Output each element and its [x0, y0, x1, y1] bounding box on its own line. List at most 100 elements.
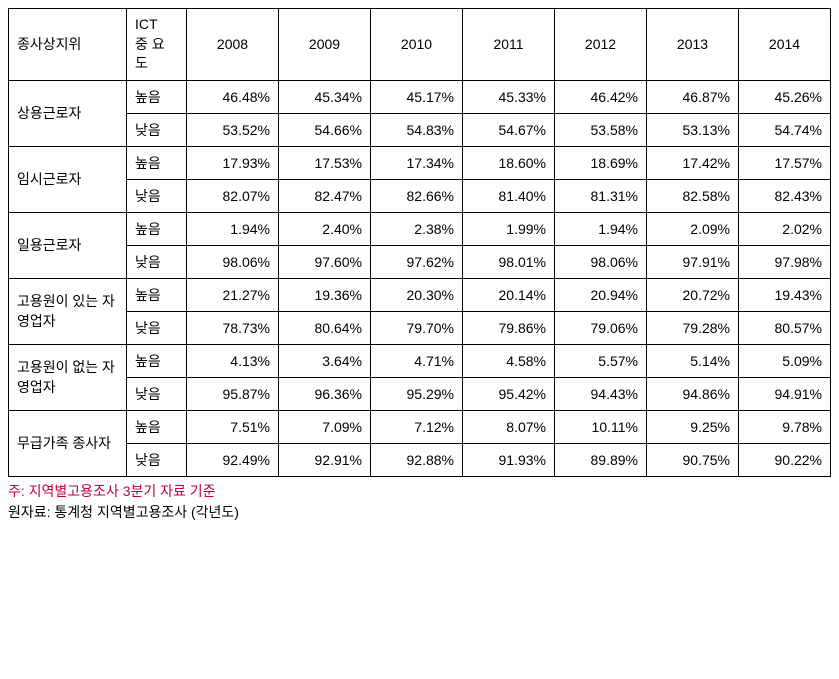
value-cell: 5.14%	[647, 344, 739, 377]
value-cell: 17.42%	[647, 146, 739, 179]
value-cell: 2.09%	[647, 212, 739, 245]
value-cell: 95.42%	[463, 377, 555, 410]
value-cell: 89.89%	[555, 443, 647, 476]
ict-cell: 낮음	[127, 443, 187, 476]
ict-cell: 낮음	[127, 179, 187, 212]
value-cell: 21.27%	[187, 278, 279, 311]
value-cell: 17.53%	[279, 146, 371, 179]
value-cell: 90.22%	[739, 443, 831, 476]
value-cell: 17.93%	[187, 146, 279, 179]
data-table: 종사상지위 ICT 중 요 도 2008 2009 2010 2011 2012…	[8, 8, 831, 477]
value-cell: 8.07%	[463, 410, 555, 443]
value-cell: 1.94%	[555, 212, 647, 245]
ict-cell: 낮음	[127, 377, 187, 410]
value-cell: 18.60%	[463, 146, 555, 179]
table-row: 낮음78.73%80.64%79.70%79.86%79.06%79.28%80…	[9, 311, 831, 344]
value-cell: 7.12%	[371, 410, 463, 443]
value-cell: 90.75%	[647, 443, 739, 476]
value-cell: 20.72%	[647, 278, 739, 311]
value-cell: 2.02%	[739, 212, 831, 245]
header-year: 2012	[555, 9, 647, 81]
category-cell: 고용원이 없는 자영업자	[9, 344, 127, 410]
value-cell: 79.28%	[647, 311, 739, 344]
table-row: 낮음53.52%54.66%54.83%54.67%53.58%53.13%54…	[9, 113, 831, 146]
value-cell: 78.73%	[187, 311, 279, 344]
ict-cell: 낮음	[127, 113, 187, 146]
note-line-1: 주: 지역별고용조사 3분기 자료 기준	[8, 481, 831, 502]
header-year: 2009	[279, 9, 371, 81]
table-row: 무급가족 종사자높음7.51%7.09%7.12%8.07%10.11%9.25…	[9, 410, 831, 443]
value-cell: 46.42%	[555, 80, 647, 113]
value-cell: 45.26%	[739, 80, 831, 113]
category-cell: 고용원이 있는 자영업자	[9, 278, 127, 344]
value-cell: 20.94%	[555, 278, 647, 311]
table-row: 임시근로자높음17.93%17.53%17.34%18.60%18.69%17.…	[9, 146, 831, 179]
category-cell: 일용근로자	[9, 212, 127, 278]
ict-cell: 높음	[127, 410, 187, 443]
value-cell: 17.57%	[739, 146, 831, 179]
table-row: 상용근로자높음46.48%45.34%45.17%45.33%46.42%46.…	[9, 80, 831, 113]
value-cell: 9.25%	[647, 410, 739, 443]
value-cell: 45.33%	[463, 80, 555, 113]
value-cell: 53.52%	[187, 113, 279, 146]
header-year: 2008	[187, 9, 279, 81]
value-cell: 92.91%	[279, 443, 371, 476]
value-cell: 46.48%	[187, 80, 279, 113]
value-cell: 53.58%	[555, 113, 647, 146]
value-cell: 79.70%	[371, 311, 463, 344]
value-cell: 92.88%	[371, 443, 463, 476]
ict-cell: 높음	[127, 212, 187, 245]
value-cell: 4.58%	[463, 344, 555, 377]
value-cell: 82.43%	[739, 179, 831, 212]
value-cell: 97.91%	[647, 245, 739, 278]
value-cell: 17.34%	[371, 146, 463, 179]
table-row: 낮음95.87%96.36%95.29%95.42%94.43%94.86%94…	[9, 377, 831, 410]
value-cell: 1.99%	[463, 212, 555, 245]
value-cell: 96.36%	[279, 377, 371, 410]
category-cell: 상용근로자	[9, 80, 127, 146]
value-cell: 95.29%	[371, 377, 463, 410]
note-line-2: 원자료: 통계청 지역별고용조사 (각년도)	[8, 502, 831, 523]
value-cell: 82.58%	[647, 179, 739, 212]
value-cell: 3.64%	[279, 344, 371, 377]
value-cell: 54.66%	[279, 113, 371, 146]
value-cell: 94.43%	[555, 377, 647, 410]
value-cell: 7.51%	[187, 410, 279, 443]
category-cell: 임시근로자	[9, 146, 127, 212]
value-cell: 54.67%	[463, 113, 555, 146]
value-cell: 54.83%	[371, 113, 463, 146]
table-row: 낮음98.06%97.60%97.62%98.01%98.06%97.91%97…	[9, 245, 831, 278]
value-cell: 92.49%	[187, 443, 279, 476]
table-row: 낮음82.07%82.47%82.66%81.40%81.31%82.58%82…	[9, 179, 831, 212]
table-row: 고용원이 있는 자영업자높음21.27%19.36%20.30%20.14%20…	[9, 278, 831, 311]
value-cell: 94.86%	[647, 377, 739, 410]
value-cell: 95.87%	[187, 377, 279, 410]
table-row: 낮음92.49%92.91%92.88%91.93%89.89%90.75%90…	[9, 443, 831, 476]
value-cell: 2.38%	[371, 212, 463, 245]
value-cell: 5.57%	[555, 344, 647, 377]
value-cell: 98.06%	[555, 245, 647, 278]
value-cell: 9.78%	[739, 410, 831, 443]
header-row: 종사상지위 ICT 중 요 도 2008 2009 2010 2011 2012…	[9, 9, 831, 81]
header-category: 종사상지위	[9, 9, 127, 81]
value-cell: 79.06%	[555, 311, 647, 344]
value-cell: 82.07%	[187, 179, 279, 212]
table-notes: 주: 지역별고용조사 3분기 자료 기준 원자료: 통계청 지역별고용조사 (각…	[8, 481, 831, 523]
value-cell: 5.09%	[739, 344, 831, 377]
value-cell: 82.66%	[371, 179, 463, 212]
table-row: 일용근로자높음1.94%2.40%2.38%1.99%1.94%2.09%2.0…	[9, 212, 831, 245]
ict-cell: 낮음	[127, 245, 187, 278]
value-cell: 91.93%	[463, 443, 555, 476]
value-cell: 79.86%	[463, 311, 555, 344]
value-cell: 81.40%	[463, 179, 555, 212]
ict-cell: 낮음	[127, 311, 187, 344]
value-cell: 98.06%	[187, 245, 279, 278]
table-row: 고용원이 없는 자영업자높음4.13%3.64%4.71%4.58%5.57%5…	[9, 344, 831, 377]
value-cell: 81.31%	[555, 179, 647, 212]
value-cell: 19.36%	[279, 278, 371, 311]
value-cell: 1.94%	[187, 212, 279, 245]
value-cell: 94.91%	[739, 377, 831, 410]
value-cell: 98.01%	[463, 245, 555, 278]
header-ict: ICT 중 요 도	[127, 9, 187, 81]
value-cell: 80.64%	[279, 311, 371, 344]
